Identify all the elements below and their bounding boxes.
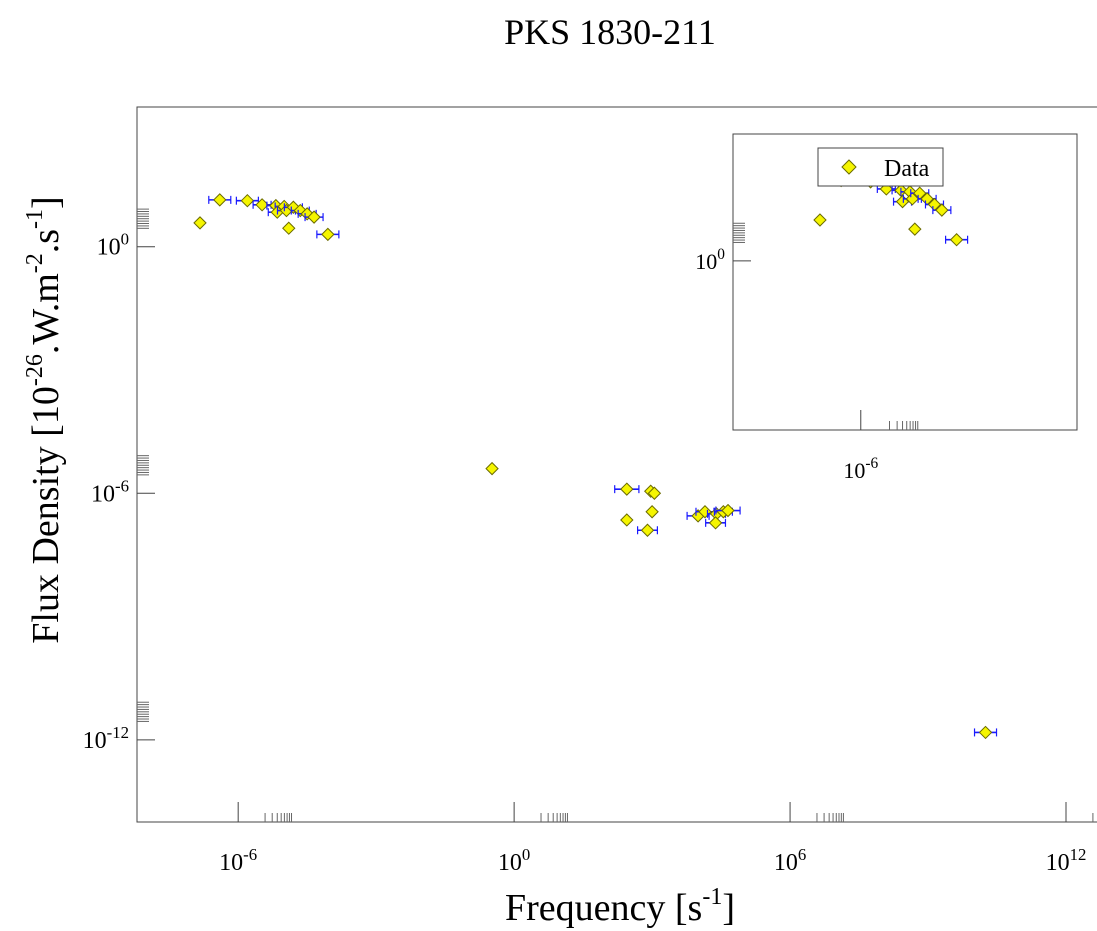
inset-x-axis-ticks: 10-6 <box>843 410 919 483</box>
x-axis-label: Frequency [s-1] <box>505 884 735 929</box>
main-data-point <box>620 513 634 527</box>
main-data-point <box>647 486 662 500</box>
main-y-tick-label: 100 <box>97 230 129 261</box>
main-data-point <box>213 193 227 207</box>
y-axis-label-mid2: .s <box>25 229 67 253</box>
inset-y-tick-label: 100 <box>695 246 725 274</box>
main-data-point <box>485 461 499 476</box>
main-x-tick-label: 1012 <box>1046 845 1087 876</box>
y-axis-label-mid: .W.m <box>25 273 67 354</box>
main-x-tick-label: 106 <box>774 845 806 876</box>
x-axis-label-base: Frequency [s <box>505 887 702 929</box>
inset-data-point <box>813 213 827 227</box>
inset-data-series <box>813 173 969 247</box>
inset-data-point <box>935 203 949 217</box>
main-y-tick-label: 10-6 <box>91 476 129 507</box>
legend-label: Data <box>884 156 930 182</box>
main-y-axis-ticks: 100 10-6 10-12 <box>83 208 155 754</box>
legend-box <box>817 147 944 187</box>
main-data-point <box>240 193 255 208</box>
inset-y-axis-ticks: 100 <box>695 222 751 274</box>
main-data-point <box>978 725 993 740</box>
main-data-point <box>193 216 207 230</box>
main-x-tick-label: 10-6 <box>219 845 257 876</box>
main-data-point <box>645 505 659 519</box>
main-data-point <box>255 198 269 212</box>
legend: Data <box>817 147 944 187</box>
y-axis-label: Flux Density [10-26.W.m-2.s-1] <box>22 196 67 643</box>
y-axis-label-exp2: -2 <box>22 253 48 273</box>
main-data-point <box>282 221 296 235</box>
main-data-point <box>620 482 634 496</box>
main-data-point <box>640 523 655 537</box>
inset-x-tick-label: 10-6 <box>843 455 878 483</box>
y-axis-label-base: Flux Density [10 <box>25 386 67 644</box>
y-axis-label-exp1: -26 <box>22 354 48 386</box>
legend-marker-icon <box>841 159 857 175</box>
inset-data-point <box>905 192 920 206</box>
main-data-point <box>708 516 723 530</box>
main-data-point <box>307 210 321 224</box>
inset-data-point <box>949 233 964 247</box>
x-axis-label-exp: -1 <box>702 884 722 910</box>
main-x-axis-ticks: 10-6 100 106 1012 <box>219 802 1094 876</box>
main-x-tick-label: 100 <box>498 845 530 876</box>
chart-title: PKS 1830-211 <box>504 12 716 52</box>
main-data-series <box>193 193 998 740</box>
main-plot-frame <box>136 106 1097 823</box>
main-y-tick-label: 10-12 <box>83 723 129 754</box>
y-axis-label-end: ] <box>25 196 67 209</box>
inset-data-point <box>908 222 922 236</box>
main-data-point <box>321 227 335 242</box>
x-axis-label-end: ] <box>722 887 735 929</box>
main-data-point <box>721 503 735 518</box>
y-axis-label-exp3: -1 <box>22 209 48 229</box>
